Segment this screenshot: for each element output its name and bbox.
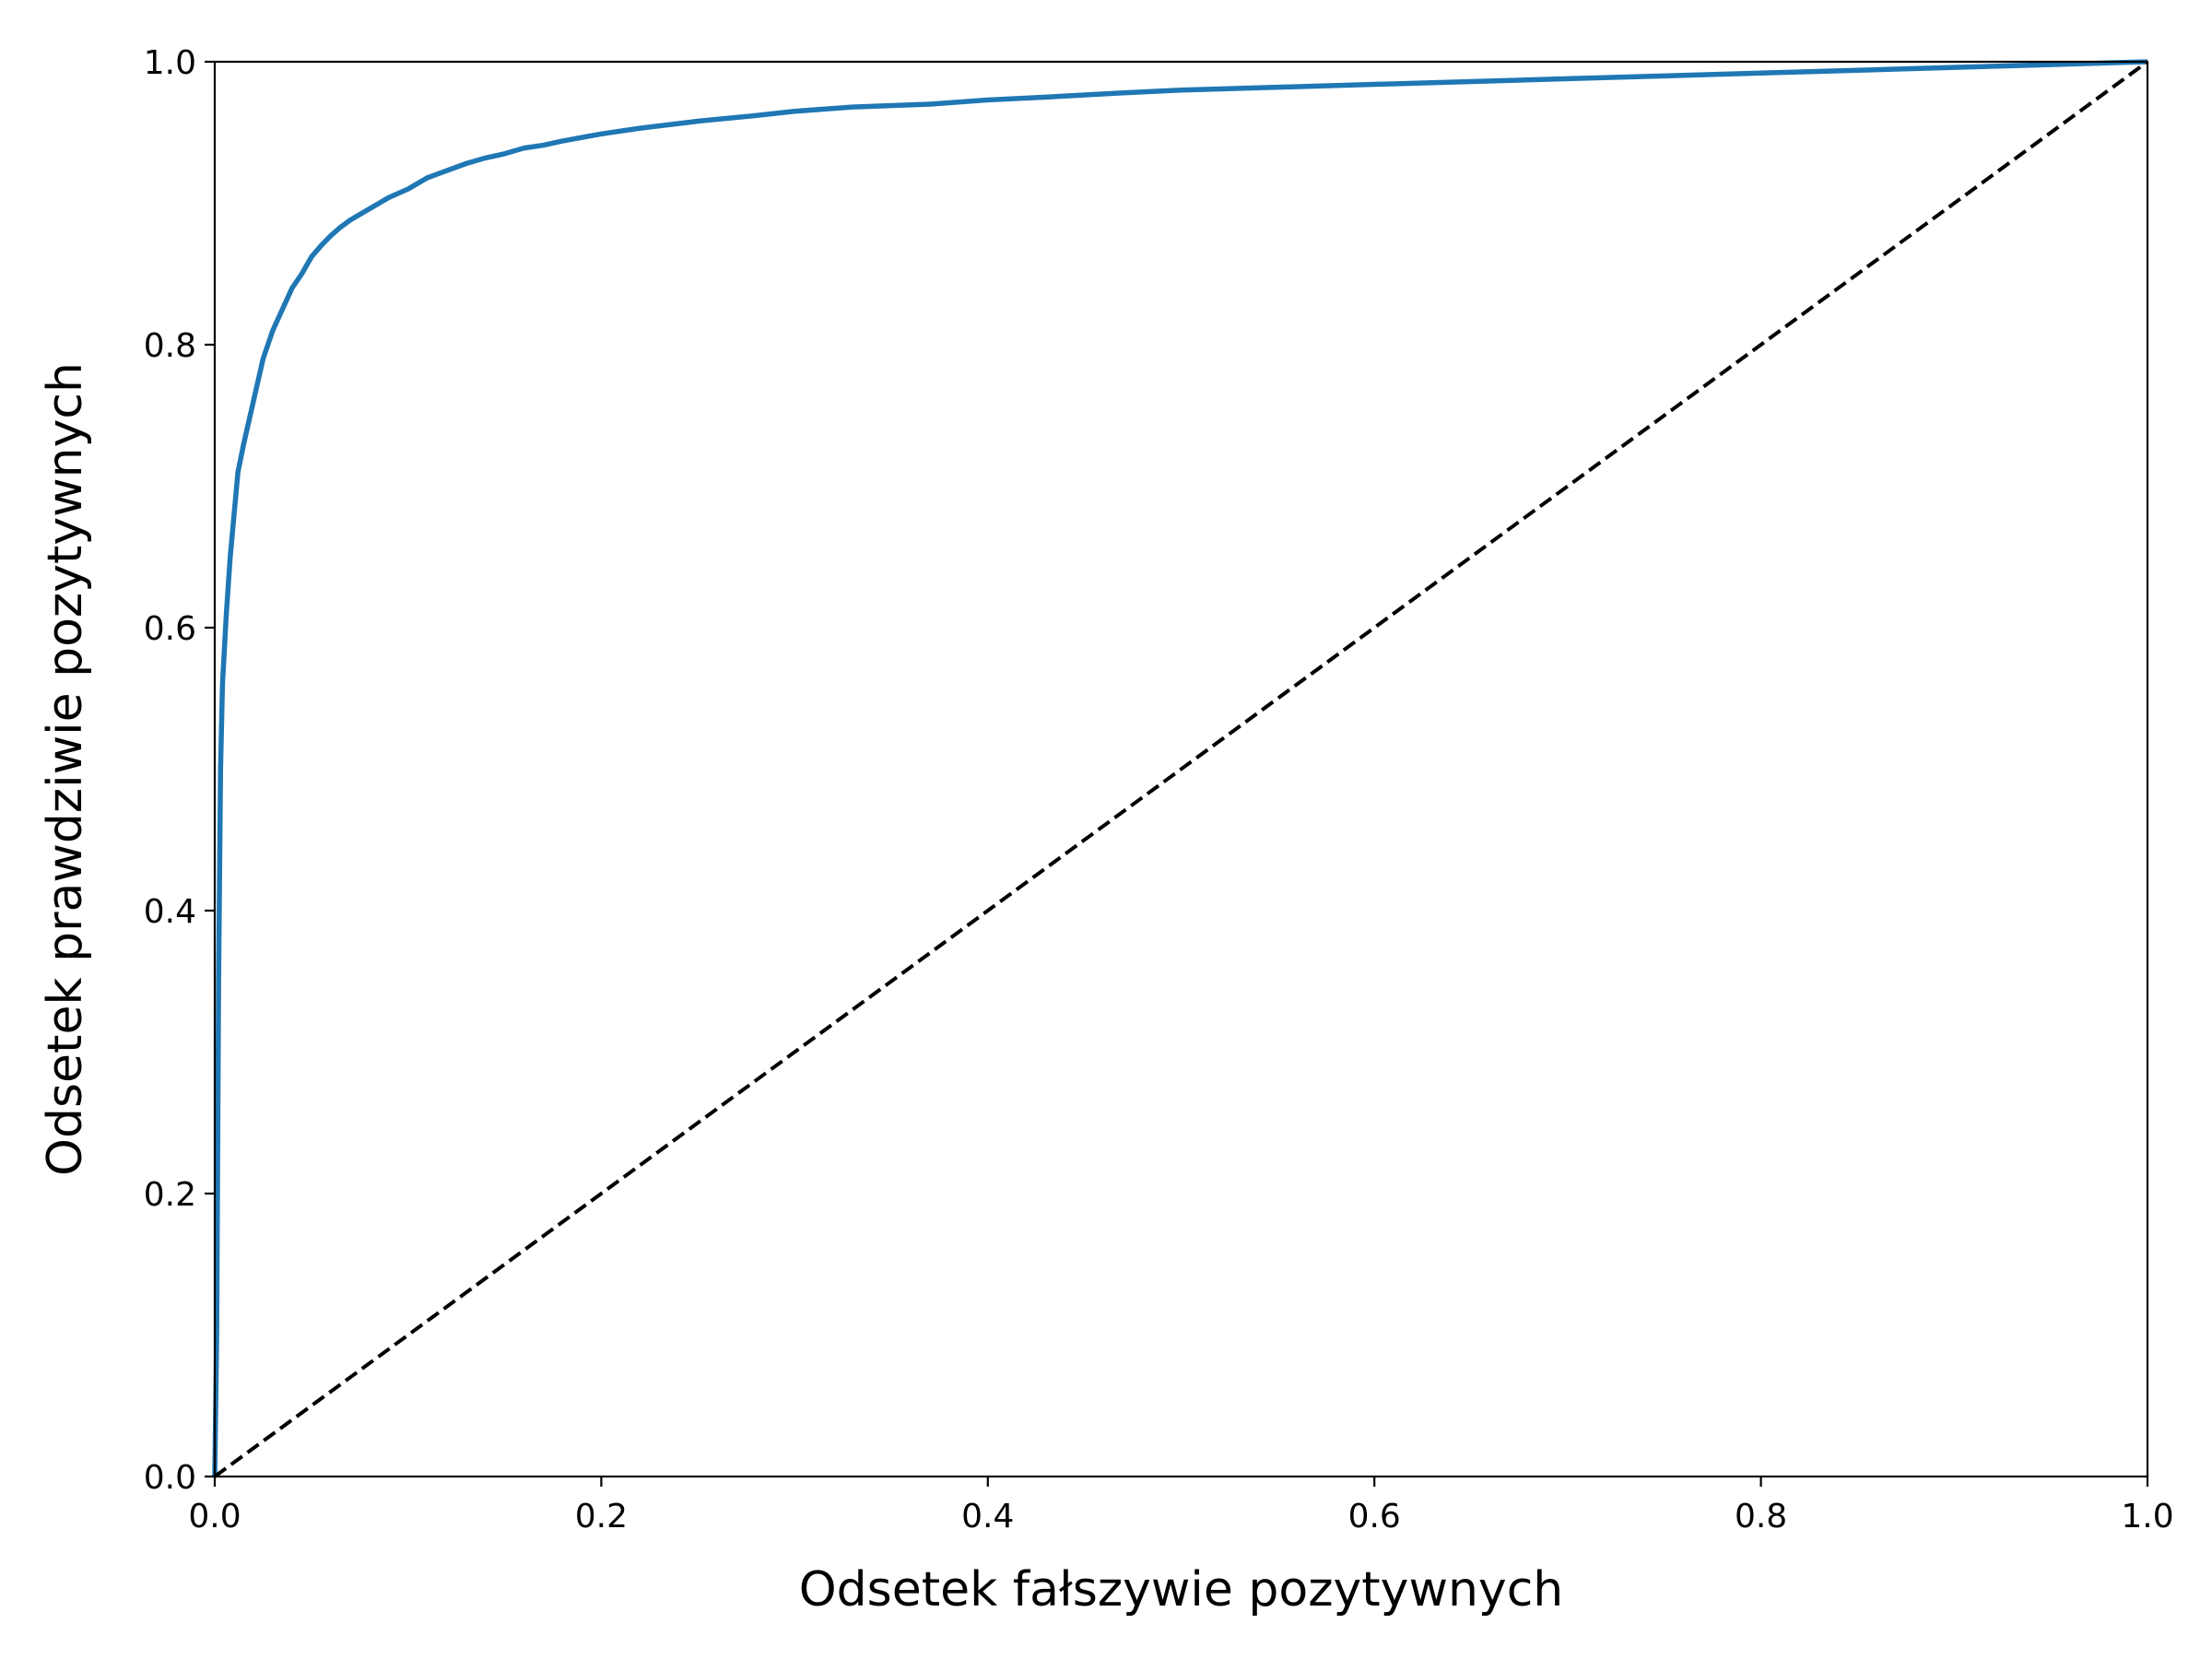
x-tick-label: 0.8: [1735, 1498, 1787, 1535]
y-tick-label: 0.2: [144, 1176, 196, 1214]
ticks-layer: 0.0 0.2 0.4 0.6 0.8 1.0 0.0 0.2 0.4 0.6 0.8 1.0: [144, 44, 2174, 1535]
y-tick-label: 0.8: [144, 327, 196, 365]
y-tick-label: 0.6: [144, 610, 196, 648]
x-tick-label: 0.4: [961, 1498, 1014, 1535]
roc-curve-line: [212, 59, 2148, 1477]
x-tick-label: 1.0: [2121, 1498, 2173, 1535]
y-tick-label: 1.0: [144, 44, 196, 82]
x-tick-label: 0.0: [188, 1498, 241, 1535]
x-tick-label: 0.2: [575, 1498, 628, 1535]
plot-frame: [213, 60, 2149, 1478]
y-axis-label: Odsetek prawdziwie pozytywnych: [38, 362, 93, 1176]
diagonal-reference-line: [213, 60, 2149, 1478]
x-axis-label: Odsetek fałszywie pozytywnych: [799, 1562, 1564, 1618]
y-tick-label: 0.0: [144, 1459, 196, 1497]
series-layer: [212, 59, 2149, 1478]
y-tick-label: 0.4: [144, 893, 196, 931]
x-tick-label: 0.6: [1348, 1498, 1401, 1535]
